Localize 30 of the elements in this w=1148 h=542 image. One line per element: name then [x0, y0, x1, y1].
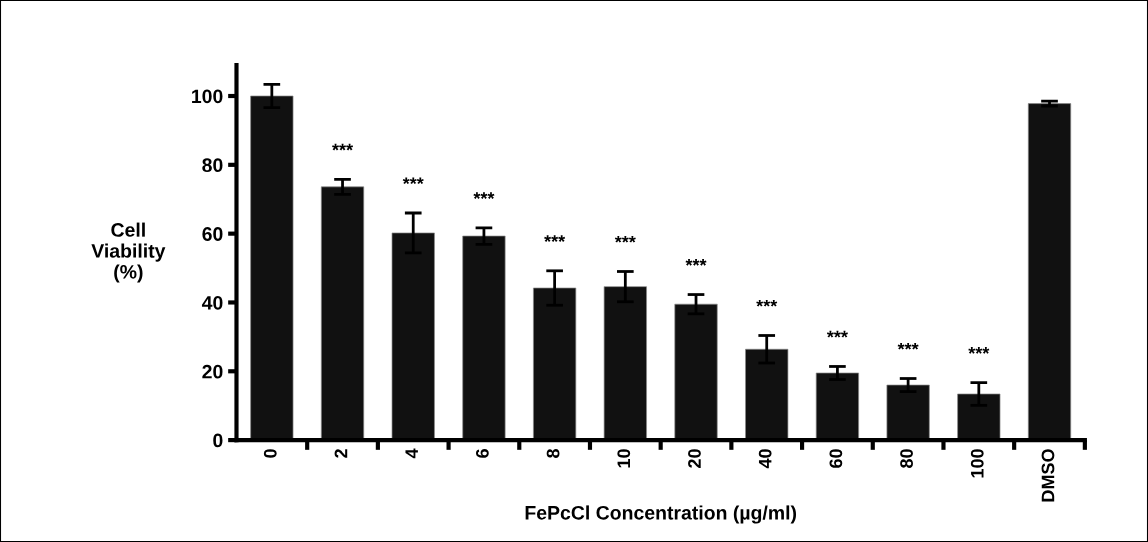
x-tick-label: 100: [970, 449, 984, 478]
x-tick-label: 2: [334, 449, 348, 458]
annotation: ***: [826, 330, 848, 338]
annotation: ***: [614, 235, 636, 243]
annotation: ***: [332, 143, 354, 151]
x-tick-label: 20: [688, 449, 701, 468]
y-axis-title: Cell Viability (%): [91, 222, 166, 283]
x-tick-label: 0: [263, 449, 277, 458]
x-tick-label: 6: [475, 449, 489, 458]
y-tick-label: 100: [192, 89, 223, 104]
y-tick-label: 0: [213, 433, 223, 448]
annotation: ***: [897, 342, 919, 350]
x-tick-label: 4: [405, 448, 418, 459]
annotation: ***: [968, 347, 990, 354]
x-tick-label: 8: [546, 448, 560, 458]
annotation: ***: [473, 192, 495, 199]
annotation: ***: [756, 299, 778, 307]
y-tick-label: 80: [202, 158, 223, 173]
x-tick-label: 80: [900, 449, 913, 468]
x-tick-label: 60: [829, 449, 843, 468]
x-axis-title: FePcCl Concentration (µg/ml): [525, 505, 797, 524]
annotation: ***: [685, 258, 707, 266]
annotation: ***: [402, 177, 424, 185]
y-tick-label: 20: [202, 364, 223, 379]
x-tick-label: 10: [617, 449, 631, 468]
x-tick-label: 40: [758, 449, 772, 469]
annotation: ***: [544, 235, 566, 242]
x-tick-label: DMSO: [1041, 449, 1055, 502]
y-tick-label: 60: [202, 227, 223, 241]
y-tick-label: 40: [201, 295, 223, 310]
